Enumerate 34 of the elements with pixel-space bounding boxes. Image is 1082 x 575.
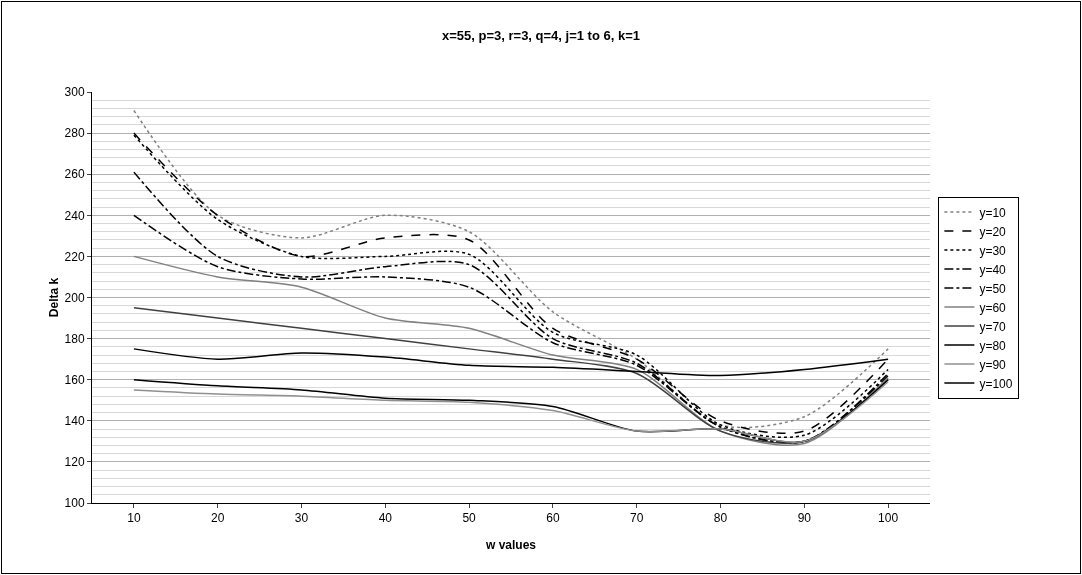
x-tick-label: 50 (462, 511, 477, 526)
y-tick-label: 120 (64, 455, 85, 470)
x-tick-label: 40 (378, 511, 393, 526)
y-tick-label: 180 (64, 331, 85, 346)
legend-label: y=60 (979, 300, 1007, 315)
x-tick-label: 100 (878, 511, 899, 526)
legend-label: y=90 (979, 357, 1007, 372)
legend-label: y=50 (979, 281, 1007, 296)
y-tick-label: 260 (64, 167, 85, 182)
y-tick-label: 200 (64, 290, 85, 305)
y-tick-label: 220 (64, 249, 85, 264)
y-tick-label: 300 (64, 85, 85, 100)
y-axis-title: Delta k (47, 277, 61, 318)
y-tick-label: 140 (64, 414, 85, 428)
x-tick-label: 60 (546, 511, 560, 526)
legend-label: y=100 (979, 376, 1013, 391)
legend-label: y=10 (979, 205, 1007, 220)
legend-label: y=70 (979, 319, 1007, 334)
x-tick-label: 70 (630, 511, 644, 526)
x-tick-label: 30 (294, 511, 309, 526)
x-tick-label: 90 (797, 511, 812, 526)
y-tick-label: 160 (64, 372, 85, 387)
y-tick-label: 100 (64, 496, 85, 511)
y-tick-label: 240 (64, 208, 85, 223)
chart-title: x=55, p=3, r=3, q=4, j=1 to 6, k=1 (441, 27, 641, 43)
legend-label: y=80 (979, 338, 1007, 353)
legend-label: y=30 (979, 243, 1007, 258)
x-tick-label: 80 (713, 511, 728, 526)
legend-label: y=20 (979, 224, 1007, 239)
legend-label: y=40 (979, 262, 1007, 277)
x-tick-label: 20 (211, 511, 225, 526)
x-axis-title: w values (484, 538, 537, 552)
y-tick-label: 280 (64, 126, 85, 141)
x-tick-label: 10 (127, 511, 141, 526)
